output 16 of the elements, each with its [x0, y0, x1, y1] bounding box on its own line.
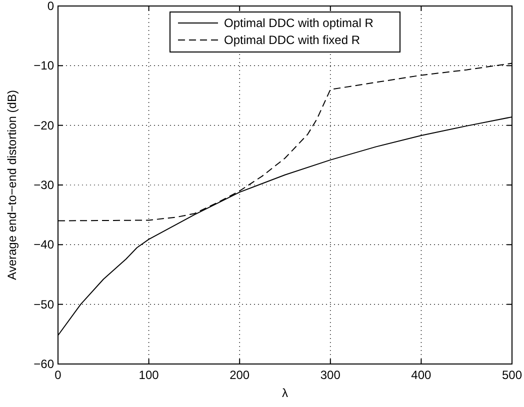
- y-tick-label: 0: [47, 0, 54, 13]
- x-tick-label: 500: [502, 368, 522, 382]
- y-tick-label: −50: [34, 297, 54, 312]
- x-tick-label: 300: [320, 368, 341, 382]
- x-tick-label: 400: [411, 368, 432, 382]
- x-tick-label: 100: [138, 368, 160, 382]
- y-tick-label: −30: [34, 178, 54, 192]
- x-tick-label: 200: [230, 368, 250, 382]
- legend-label: Optimal DDC with fixed R: [224, 33, 360, 47]
- y-tick-label: −60: [34, 357, 54, 371]
- y-tick-label: −20: [34, 118, 54, 132]
- y-axis-title: Average end−to−end distortion (dB): [5, 90, 19, 280]
- y-tick-label: −40: [34, 238, 54, 252]
- legend-label: Optimal DDC with optimal R: [224, 16, 374, 30]
- y-tick-label: −10: [34, 58, 54, 73]
- x-axis-title: λ: [282, 386, 288, 400]
